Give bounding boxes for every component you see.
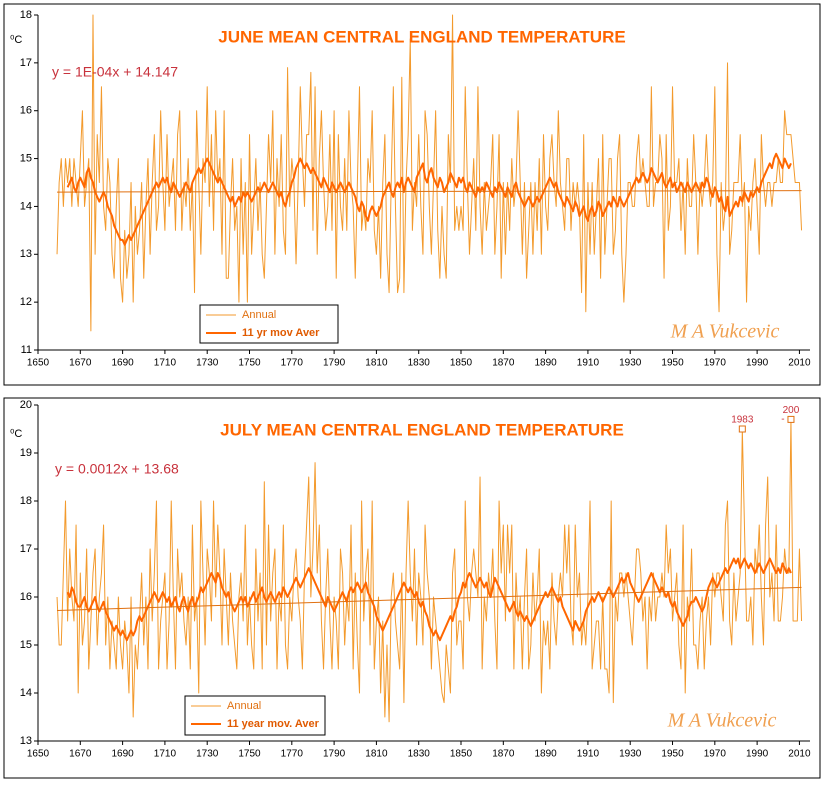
x-tick-label: 1910 [577,358,600,369]
annotation-label: 200 [783,405,800,416]
x-tick-label: 1670 [69,749,92,760]
x-tick-label: 1930 [619,358,642,369]
watermark: M A Vukcevic [667,710,777,732]
x-tick-label: 1930 [619,749,642,760]
y-tick-label: 18 [20,495,32,507]
legend-label: Annual [227,700,261,712]
y-unit: ⁰C [10,428,22,440]
legend-label: 11 yr mov Aver [242,327,320,339]
legend [199,304,339,344]
x-tick-label: 1990 [746,749,769,760]
x-tick-label: 1810 [365,749,388,760]
watermark: M A Vukcevic [670,321,780,343]
annotation-label: - [781,414,784,425]
annual-line [56,418,803,723]
x-tick-label: 1870 [492,358,515,369]
y-tick-label: 14 [20,200,32,212]
x-tick-label: 1990 [746,358,769,369]
y-tick-label: 16 [20,591,32,603]
annotation-marker [787,415,795,423]
y-tick-label: 14 [20,687,32,699]
x-tick-label: 1690 [111,358,134,369]
y-tick-label: 16 [20,105,32,117]
chart-title: JULY MEAN CENTRAL ENGLAND TEMPERATURE [220,420,624,439]
x-tick-label: 1650 [27,358,50,369]
y-tick-label: 19 [20,447,32,459]
y-tick-label: 15 [20,639,32,651]
x-tick-label: 1910 [577,749,600,760]
x-tick-label: 1850 [450,749,473,760]
legend-label: 11 year mov. Aver [227,718,320,730]
y-tick-label: 11 [21,344,32,356]
x-tick-label: 1950 [661,749,684,760]
x-tick-label: 1730 [196,749,219,760]
x-tick-label: 1950 [661,358,684,369]
y-tick-label: 17 [20,543,32,555]
x-tick-label: 1830 [408,358,431,369]
x-tick-label: 1890 [534,358,557,369]
annotation-marker [738,425,746,433]
x-tick-label: 1790 [323,749,346,760]
moving-average-line [66,557,792,642]
y-tick-label: 12 [20,296,32,308]
x-tick-label: 1690 [111,749,134,760]
y-unit: ⁰C [10,34,22,46]
x-tick-label: 2010 [788,358,811,369]
x-tick-label: 1970 [704,358,727,369]
x-tick-label: 1710 [154,358,177,369]
equation: y = 0.0012x + 13.68 [55,461,179,477]
x-tick-label: 1770 [281,749,304,760]
x-tick-label: 1670 [69,358,92,369]
y-tick-label: 17 [20,57,32,69]
equation: y = 1E-04x + 14.147 [52,64,178,80]
legend [184,695,326,736]
x-tick-label: 1830 [408,749,431,760]
y-tick-label: 18 [20,9,32,21]
x-tick-label: 1730 [196,358,219,369]
x-tick-label: 1850 [450,358,473,369]
x-tick-label: 2010 [788,749,811,760]
annual-line [56,14,803,332]
y-tick-label: 15 [20,152,32,164]
x-tick-label: 1750 [238,749,261,760]
x-tick-label: 1770 [281,358,304,369]
y-tick-label: 20 [20,399,32,411]
x-tick-label: 1870 [492,749,515,760]
x-tick-label: 1890 [534,749,557,760]
moving-average-line [66,152,792,246]
x-tick-label: 1810 [365,358,388,369]
x-tick-label: 1750 [238,358,261,369]
annotation-label: 1983 [731,415,754,426]
x-tick-label: 1970 [704,749,727,760]
trend-line [57,586,802,611]
y-tick-label: 13 [20,735,32,747]
trend-line [57,190,802,193]
y-tick-label: 13 [20,248,32,260]
x-tick-label: 1790 [323,358,346,369]
x-tick-label: 1710 [154,749,177,760]
chart-title: JUNE MEAN CENTRAL ENGLAND TEMPERATURE [218,27,625,46]
x-tick-label: 1650 [27,749,50,760]
legend-label: Annual [242,309,276,321]
